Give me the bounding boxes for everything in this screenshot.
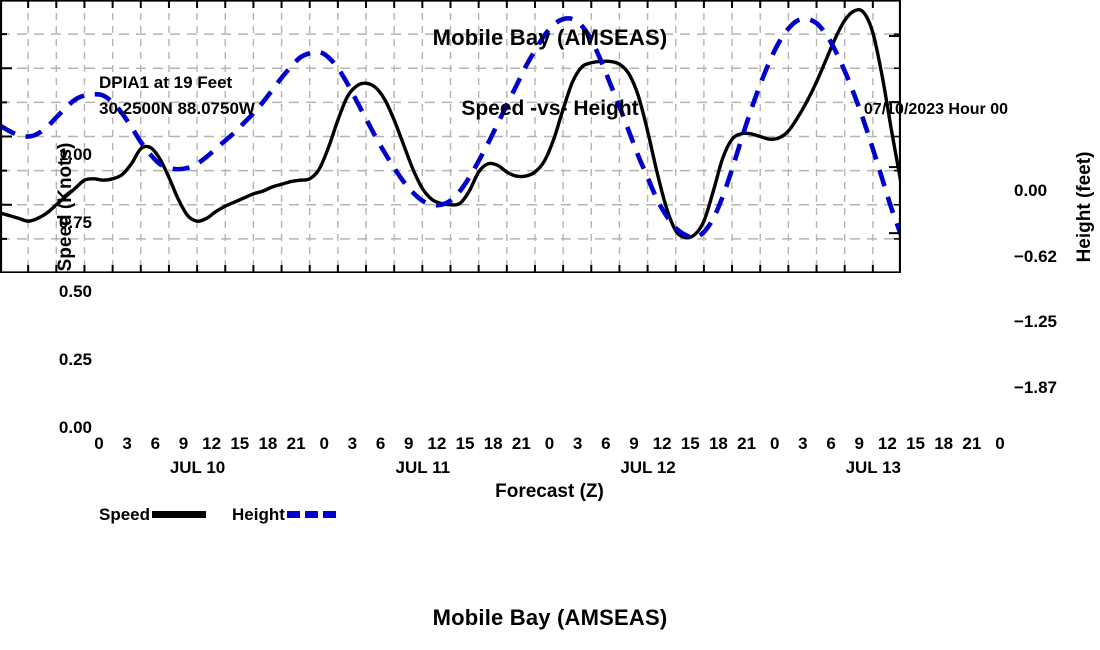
- x-tick-label: 9: [854, 434, 864, 453]
- x-tick-label: 21: [286, 434, 306, 453]
- x-tick-label: 12: [427, 434, 447, 453]
- x-tick-label: 6: [826, 434, 836, 453]
- y-tick-label-left: 1.00: [58, 145, 92, 164]
- chart-plot-area: [0, 0, 901, 273]
- y-tick-label-right: −1.25: [1014, 312, 1058, 332]
- x-tick-label: 3: [347, 434, 358, 453]
- legend-item-height: Height: [232, 506, 341, 523]
- legend-swatch-height: [286, 511, 341, 518]
- x-axis-ticks: 0 3 6 9 12 15 18 21 0 3 6 9 12 15 18 21 0 3 6 9 12 15 18 21 0 3 6 9…: [94, 434, 1004, 458]
- x-tick-label: 15: [680, 434, 700, 453]
- y-tick-label-left: 0.25: [58, 349, 92, 369]
- x-axis-day-label: JUL 10: [169, 458, 226, 477]
- x-tick-label: 18: [708, 434, 728, 453]
- station-label: DPIA1 at 19 Feet: [99, 73, 233, 92]
- x-tick-label: 0: [319, 434, 329, 453]
- x-tick-label: 18: [258, 434, 278, 453]
- x-tick-label: 9: [403, 434, 414, 453]
- x-tick-label: 15: [906, 434, 925, 453]
- x-tick-label: 15: [455, 434, 475, 453]
- legend-label-height: Height: [232, 505, 285, 524]
- chart-legend: Speed Height: [99, 506, 341, 523]
- x-axis-day-label: JUL 13: [845, 458, 902, 477]
- x-tick-label: 12: [202, 434, 222, 453]
- page-title: Mobile Bay (AMSEAS): [432, 25, 668, 50]
- x-tick-label: 3: [572, 434, 583, 453]
- y-tick-label-right: −0.62: [1014, 247, 1058, 267]
- x-tick-label: 12: [652, 434, 672, 453]
- legend-swatch-speed: [152, 511, 207, 518]
- x-tick-label: 0: [544, 434, 555, 453]
- x-tick-label: 15: [230, 434, 250, 453]
- forecast-run-label: 07/10/2023 Hour 00: [863, 101, 1008, 118]
- series-line-speed: [0, 8, 901, 240]
- x-axis-day-labels: JUL 10 JUL 11 JUL 12 JUL 13: [99, 458, 1000, 482]
- x-axis-day-label: JUL 11: [395, 458, 451, 477]
- y-tick-label-right: −1.87: [1014, 378, 1058, 398]
- x-tick-label: 18: [934, 434, 954, 453]
- x-axis-title: Forecast (Z): [495, 481, 604, 502]
- y-tick-label-left: 0.00: [58, 418, 92, 437]
- legend-label-speed: Speed: [99, 505, 151, 524]
- y-axis-left-ticks: 0.00 0.25 0.50 0.75 1.00: [20, 145, 92, 437]
- x-tick-label: 21: [962, 434, 982, 453]
- y-tick-label-left: 0.50: [58, 281, 92, 301]
- series-line-height: [0, 16, 901, 240]
- page-title-bottom: Mobile Bay (AMSEAS): [432, 605, 668, 630]
- legend-item-speed: Speed: [99, 505, 207, 524]
- y-tick-label-right: 0.00: [1014, 181, 1048, 201]
- x-tick-label: 9: [629, 434, 639, 453]
- x-tick-label: 3: [122, 434, 132, 453]
- x-tick-label: 0: [94, 434, 104, 453]
- x-tick-label: 9: [178, 434, 189, 453]
- x-axis-day-label: JUL 12: [620, 458, 676, 477]
- x-tick-label: 6: [375, 434, 386, 453]
- coordinates-label: 30.2500N 88.0750W: [99, 99, 255, 118]
- x-tick-label: 6: [601, 434, 611, 453]
- x-tick-label: 21: [511, 434, 531, 453]
- x-tick-label: 21: [737, 434, 757, 453]
- y-tick-label-left: 0.75: [58, 213, 92, 233]
- x-tick-label: 18: [483, 434, 503, 453]
- x-tick-label: 12: [877, 434, 897, 453]
- chart-subtitle: Speed -vs- Height: [461, 97, 639, 120]
- x-tick-label: 6: [150, 434, 161, 453]
- y-axis-right-ticks: 0.00 −0.62 −1.25 −1.87: [1014, 155, 1086, 428]
- x-tick-label: 3: [798, 434, 808, 453]
- x-tick-label: 0: [995, 434, 1005, 453]
- x-tick-label: 0: [770, 434, 780, 453]
